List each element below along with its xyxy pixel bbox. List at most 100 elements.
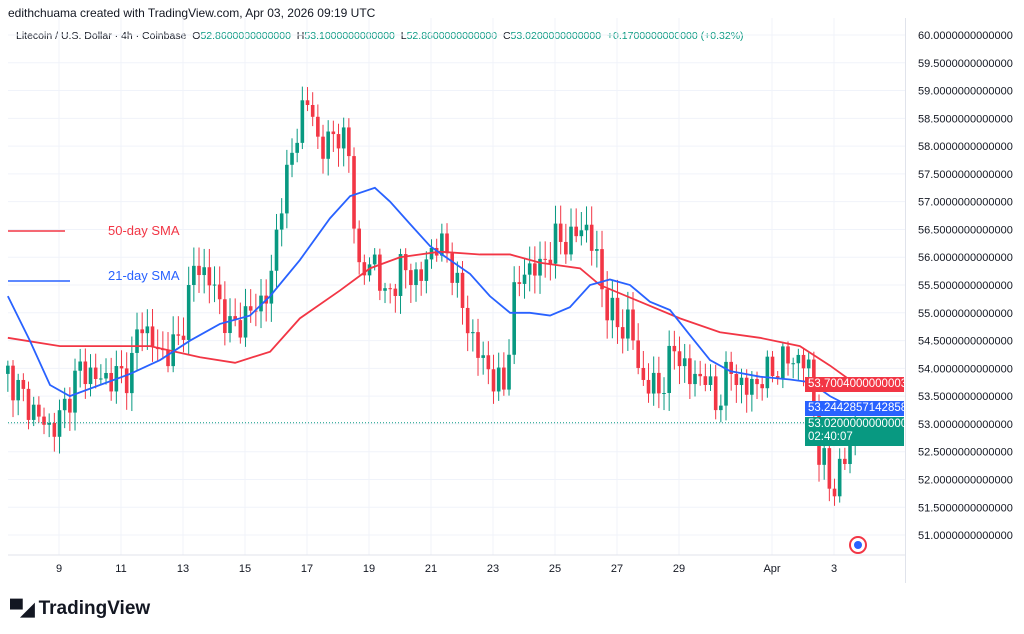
candle-body bbox=[848, 443, 852, 465]
candle-body bbox=[6, 365, 10, 374]
candle bbox=[522, 258, 527, 299]
tradingview-logo[interactable]: ▀◢ TradingView bbox=[10, 598, 151, 619]
candle-body bbox=[615, 297, 620, 328]
candle bbox=[481, 341, 485, 375]
candle bbox=[600, 230, 604, 308]
last-price: 53.0200000000000 bbox=[808, 418, 904, 430]
sma50-line bbox=[7, 250, 858, 386]
candle bbox=[140, 312, 144, 352]
candle bbox=[843, 447, 847, 470]
candle bbox=[176, 316, 181, 346]
candle-body bbox=[73, 370, 77, 413]
candle-body bbox=[119, 366, 124, 369]
candle-body bbox=[362, 262, 367, 276]
candle bbox=[739, 368, 744, 404]
candle-body bbox=[636, 340, 640, 368]
x-tick-label: 25 bbox=[549, 563, 561, 575]
candle-body bbox=[481, 355, 485, 358]
sma21-legend-label: 21-day SMA bbox=[108, 268, 180, 283]
candle-body bbox=[290, 152, 294, 165]
change-value: +0.1700000000000 (+0.32%) bbox=[606, 30, 744, 42]
candle bbox=[791, 357, 795, 379]
candle bbox=[212, 266, 217, 303]
candle bbox=[667, 330, 671, 411]
candle bbox=[424, 251, 429, 294]
candle bbox=[37, 396, 41, 423]
candle bbox=[93, 353, 98, 389]
candle-body bbox=[83, 361, 88, 385]
candle bbox=[455, 261, 460, 298]
candle-body bbox=[233, 316, 237, 321]
candle bbox=[693, 360, 697, 397]
candle-body bbox=[460, 272, 465, 308]
y-tick-label: 56.0000000000000 bbox=[918, 252, 1013, 264]
candle-body bbox=[409, 270, 413, 286]
candle bbox=[11, 360, 15, 418]
candle-body bbox=[316, 116, 320, 137]
candle-body bbox=[16, 379, 20, 401]
candle-body bbox=[698, 373, 702, 377]
candle-body bbox=[786, 346, 790, 364]
candle-body bbox=[99, 378, 103, 380]
candle bbox=[171, 316, 175, 373]
candle-body bbox=[589, 224, 594, 251]
candle-body bbox=[378, 254, 382, 291]
candle-body bbox=[734, 373, 739, 385]
candle bbox=[476, 318, 480, 376]
candle-body bbox=[543, 258, 547, 260]
candle bbox=[259, 279, 263, 329]
candle bbox=[496, 352, 501, 401]
candle bbox=[21, 373, 26, 402]
flag-icon[interactable] bbox=[849, 536, 867, 554]
candle-body bbox=[393, 288, 398, 296]
candle-body bbox=[600, 249, 604, 290]
candle-body bbox=[553, 223, 558, 264]
candle-body bbox=[31, 404, 36, 420]
candle-body bbox=[744, 377, 749, 395]
candle-body bbox=[507, 354, 511, 390]
candle bbox=[316, 104, 320, 149]
chart-credit: edithchuama created with TradingView.com… bbox=[8, 6, 376, 20]
candle bbox=[646, 363, 651, 403]
candle-body bbox=[827, 448, 832, 489]
candle-body bbox=[238, 320, 243, 338]
candle bbox=[310, 92, 315, 127]
candle-body bbox=[47, 422, 51, 425]
candle bbox=[414, 262, 418, 302]
candle bbox=[362, 254, 367, 285]
candle-body bbox=[202, 267, 206, 276]
x-tick-label: 21 bbox=[425, 563, 437, 575]
y-tick-label: 55.0000000000000 bbox=[918, 308, 1013, 320]
candle bbox=[295, 128, 299, 163]
candle-body bbox=[372, 254, 377, 265]
candle bbox=[181, 317, 186, 353]
candle bbox=[290, 138, 294, 178]
candle bbox=[166, 332, 170, 373]
candle bbox=[6, 360, 10, 392]
y-tick-label: 59.0000000000000 bbox=[918, 86, 1013, 98]
candle bbox=[223, 281, 227, 346]
y-tick-label: 58.5000000000000 bbox=[918, 113, 1013, 125]
candle bbox=[662, 377, 666, 411]
candle-body bbox=[693, 373, 697, 385]
candle-body bbox=[631, 309, 635, 341]
candle-body bbox=[248, 306, 253, 311]
low-value: 52.8600000000000 bbox=[406, 30, 498, 42]
candle-body bbox=[207, 267, 212, 286]
candle-body bbox=[574, 226, 578, 237]
candle-body bbox=[641, 367, 646, 380]
price-chart[interactable]: 60.0000000000000 59.5000000000000 59.00000… bbox=[0, 0, 1024, 590]
candle-body bbox=[186, 285, 191, 340]
candle-body bbox=[37, 404, 41, 417]
candle-body bbox=[471, 332, 475, 334]
candle-body bbox=[228, 316, 232, 334]
candle-body bbox=[538, 258, 542, 276]
candle-body bbox=[657, 372, 661, 394]
candle bbox=[574, 208, 578, 243]
y-tick-label: 60.0000000000000 bbox=[918, 30, 1013, 42]
y-tick-label: 52.0000000000000 bbox=[918, 474, 1013, 486]
candle-body bbox=[677, 351, 682, 367]
candle-body bbox=[476, 332, 480, 358]
candle-body bbox=[837, 458, 842, 497]
candle-body bbox=[279, 213, 284, 230]
